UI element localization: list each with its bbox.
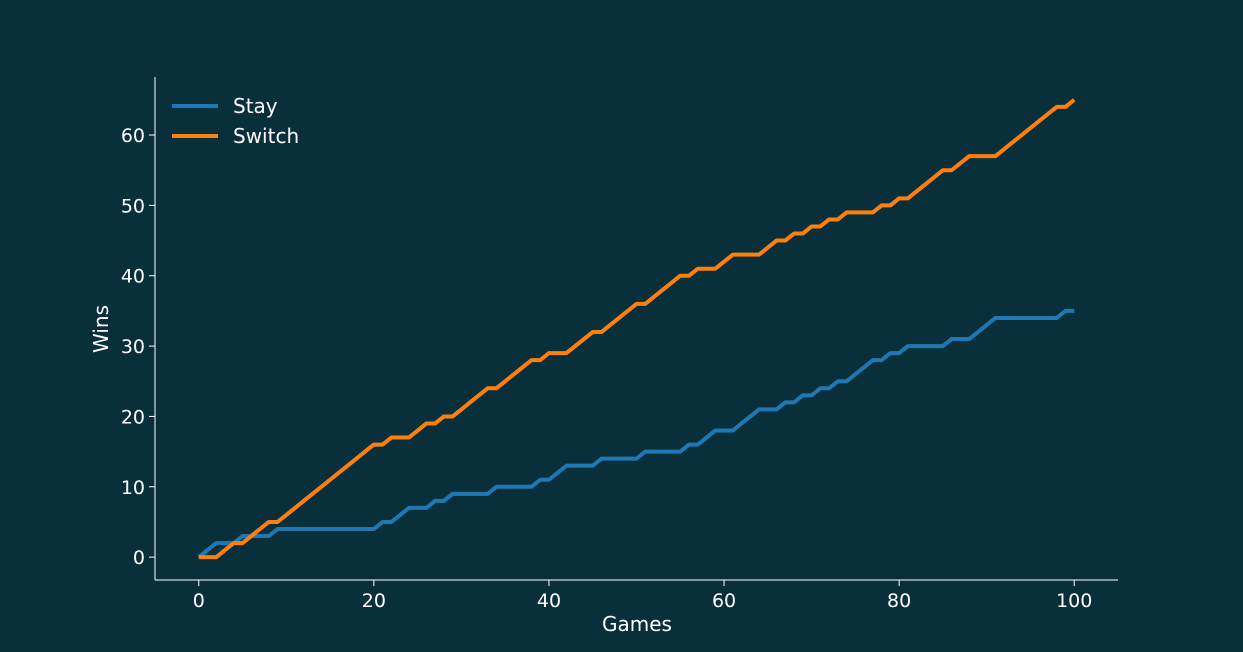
legend: Stay Switch [172, 94, 299, 148]
series-line-stay [197, 308, 1075, 559]
x-tick-label: 0 [193, 590, 205, 612]
y-tick-label: 0 [133, 547, 145, 569]
x-tick-label: 40 [537, 590, 561, 612]
y-tick-label: 50 [121, 195, 145, 217]
y-tick-label: 60 [121, 125, 145, 147]
y-tick-label: 10 [121, 477, 145, 499]
series-line-switch [198, 98, 1076, 560]
axes: 0 20 40 60 80 100 0 10 20 30 40 50 60 [121, 77, 1118, 612]
x-tick-label: 100 [1056, 590, 1092, 612]
x-axis-title: Games [602, 612, 672, 636]
series-layer [197, 98, 1076, 560]
y-tick-label: 30 [121, 336, 145, 358]
x-tick-label: 60 [712, 590, 736, 612]
legend-label-switch: Switch [233, 124, 299, 148]
x-tick-label: 20 [362, 590, 386, 612]
y-tick-label: 40 [121, 266, 145, 288]
y-axis-title: Wins [89, 305, 113, 353]
legend-label-stay: Stay [233, 94, 278, 118]
y-tick-label: 20 [121, 406, 145, 428]
x-tick-label: 80 [887, 590, 911, 612]
